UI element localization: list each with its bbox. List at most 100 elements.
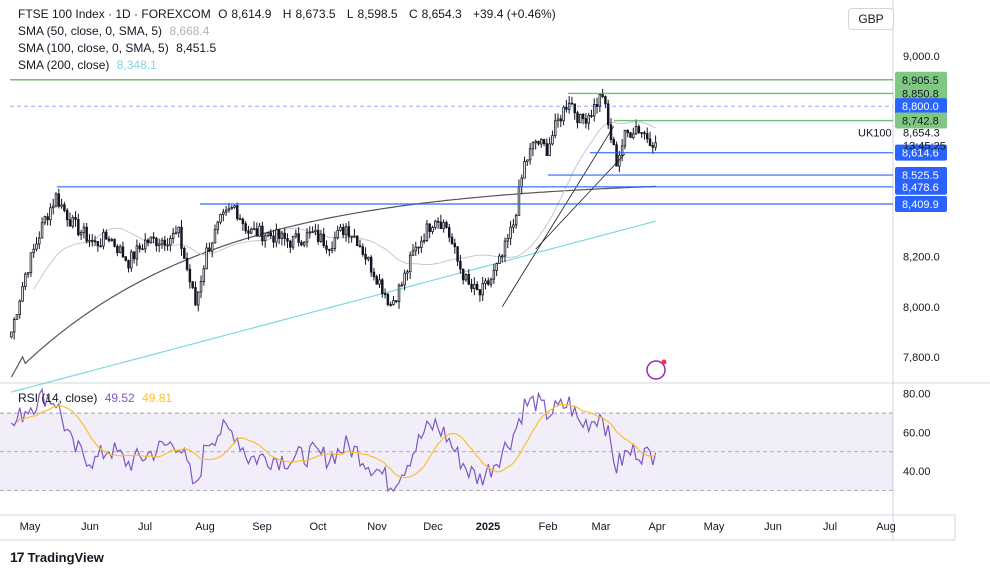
brand-name: TradingView <box>27 549 104 565</box>
level-label: 8,614.6 <box>902 148 939 160</box>
candle-body <box>369 256 373 273</box>
rsi-legend[interactable]: RSI (14, close) 49.52 49.81 <box>18 390 176 407</box>
candle-body <box>459 260 462 270</box>
rsi-ma-line <box>16 403 656 479</box>
candle-body <box>96 241 100 247</box>
candle-body <box>171 232 175 239</box>
candle-body <box>562 106 565 122</box>
symbol-name: FTSE 100 Index · 1D · FOREXCOM <box>18 7 211 21</box>
level-badge <box>895 144 947 161</box>
candle-body <box>319 233 323 242</box>
candle-body <box>177 226 180 234</box>
candle-body <box>99 245 102 248</box>
rsi-line <box>10 387 657 493</box>
candle-body <box>146 239 150 244</box>
candle-body <box>389 304 392 306</box>
candle-body <box>593 104 596 117</box>
candle-body <box>347 226 351 237</box>
candle-body <box>107 238 111 242</box>
candle-body <box>420 240 423 248</box>
candle-body <box>65 210 69 221</box>
candle-body <box>598 94 602 107</box>
candle-body <box>634 126 638 135</box>
candle-body <box>364 254 367 260</box>
candle-body <box>210 242 214 252</box>
candle-body <box>551 135 554 145</box>
candle-body <box>43 216 47 224</box>
candle-body <box>447 227 451 238</box>
candle-body <box>68 219 72 227</box>
candle-body <box>60 204 63 207</box>
candle-body <box>526 159 529 162</box>
candle-body <box>378 279 381 285</box>
candle-body <box>467 274 470 285</box>
time-tick-label: Aug <box>876 521 896 533</box>
candle-body <box>93 240 97 243</box>
candle-body <box>286 237 289 242</box>
candle-body <box>339 226 342 231</box>
candle-body <box>601 94 604 97</box>
candle-body <box>141 248 144 251</box>
time-tick-label: Nov <box>367 521 387 533</box>
open-label: O <box>218 7 228 21</box>
candle-body <box>238 218 242 221</box>
level-label: 8,800.0 <box>902 101 939 113</box>
candle-body <box>222 211 225 215</box>
candle-body <box>32 248 35 254</box>
rsi-tick-label: 80.00 <box>903 389 931 401</box>
rsi-value: 49.52 <box>104 391 135 405</box>
high-value: 8,673.5 <box>295 7 336 21</box>
candle-body <box>29 252 33 274</box>
currency-button[interactable]: GBP <box>848 8 894 30</box>
candle-body <box>91 239 94 242</box>
level-label: 8,905.5 <box>902 75 939 87</box>
candle-body <box>456 246 459 262</box>
candle-body <box>640 132 643 134</box>
sma50-legend[interactable]: SMA (50, close, 0, SMA, 5) 8,668.4 <box>18 23 213 40</box>
time-tick-label: Jun <box>81 521 99 533</box>
event-icon <box>646 360 666 380</box>
candle-body <box>328 248 331 251</box>
candle-body <box>135 245 139 260</box>
candle-body <box>127 259 130 269</box>
level-label: 8,478.6 <box>902 182 939 194</box>
candle-body <box>606 103 610 126</box>
candle-body <box>487 280 490 285</box>
candle-body <box>414 246 418 252</box>
candle-body <box>213 229 217 244</box>
brand[interactable]: 17 TradingView <box>10 549 104 565</box>
trendline <box>535 153 626 250</box>
candle-body <box>216 221 220 230</box>
candle-body <box>442 222 445 230</box>
tradingview-logo-icon: 17 <box>10 549 25 565</box>
candle-body <box>344 226 348 236</box>
candle-body <box>514 214 518 226</box>
candle-body <box>590 114 593 117</box>
sma100-legend[interactable]: SMA (100, close, 0, SMA, 5) 8,451.5 <box>18 40 220 57</box>
candle-body <box>124 256 127 261</box>
sma200-value: 8,348.1 <box>116 58 157 72</box>
candle-body <box>138 245 141 250</box>
candle-body <box>49 207 52 221</box>
sma200-line <box>11 220 656 393</box>
candle-body <box>358 245 362 248</box>
candle-body <box>475 283 479 291</box>
candle-body <box>503 240 507 257</box>
candle-body <box>439 221 443 230</box>
candle-body <box>604 96 607 105</box>
level-badge <box>895 112 947 129</box>
sma200-legend[interactable]: SMA (200, close) 8,348.1 <box>18 57 161 74</box>
time-tick-label: Feb <box>539 521 558 533</box>
candle-body <box>130 251 133 269</box>
candle-body <box>174 232 178 235</box>
candle-body <box>620 145 624 156</box>
candle-body <box>316 229 320 242</box>
candle-body <box>269 232 272 237</box>
candle-body <box>637 126 641 133</box>
candle-body <box>489 278 493 285</box>
candle-body <box>289 240 292 248</box>
candle-body <box>322 233 325 247</box>
candle-body <box>314 229 317 233</box>
candle-body <box>132 251 136 260</box>
